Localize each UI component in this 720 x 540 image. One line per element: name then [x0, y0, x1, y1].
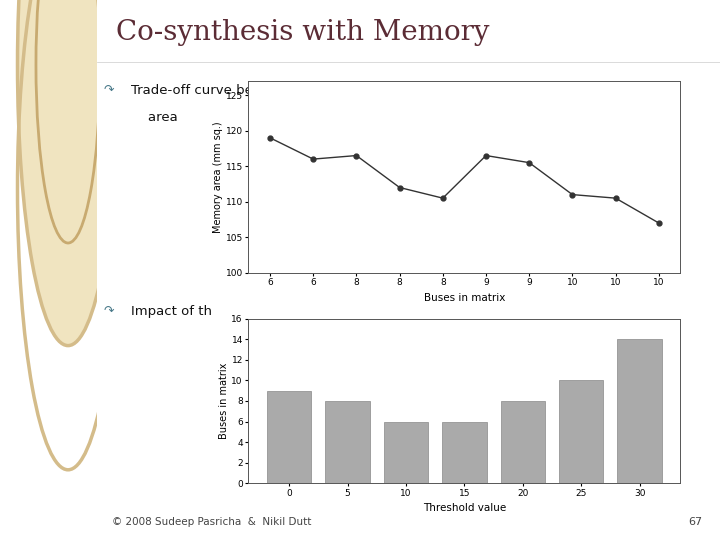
Bar — [442, 422, 487, 483]
Text: ↷: ↷ — [104, 84, 114, 97]
Circle shape — [17, 0, 119, 346]
Bar — [559, 380, 603, 483]
Y-axis label: Memory area (mm sq.): Memory area (mm sq.) — [213, 121, 222, 233]
Text: ↷: ↷ — [104, 305, 114, 318]
Text: 67: 67 — [688, 517, 702, 527]
X-axis label: Threshold value: Threshold value — [423, 503, 506, 514]
Bar — [500, 401, 545, 483]
Text: Co-synthesis with Memory: Co-synthesis with Memory — [116, 19, 490, 46]
Text: © 2008 Sudeep Pasricha  &  Nikil Dutt: © 2008 Sudeep Pasricha & Nikil Dutt — [112, 517, 311, 527]
Text: Impact of th: Impact of th — [132, 305, 212, 318]
Text: Trade-off curve between number of buses and memory: Trade-off curve between number of buses … — [132, 84, 500, 97]
Bar — [617, 339, 662, 483]
Text: area: area — [132, 111, 179, 124]
Y-axis label: Buses in matrix: Buses in matrix — [219, 363, 228, 439]
Bar — [325, 401, 370, 483]
Bar — [384, 422, 428, 483]
Bar — [267, 390, 312, 483]
X-axis label: Buses in matrix: Buses in matrix — [423, 293, 505, 303]
